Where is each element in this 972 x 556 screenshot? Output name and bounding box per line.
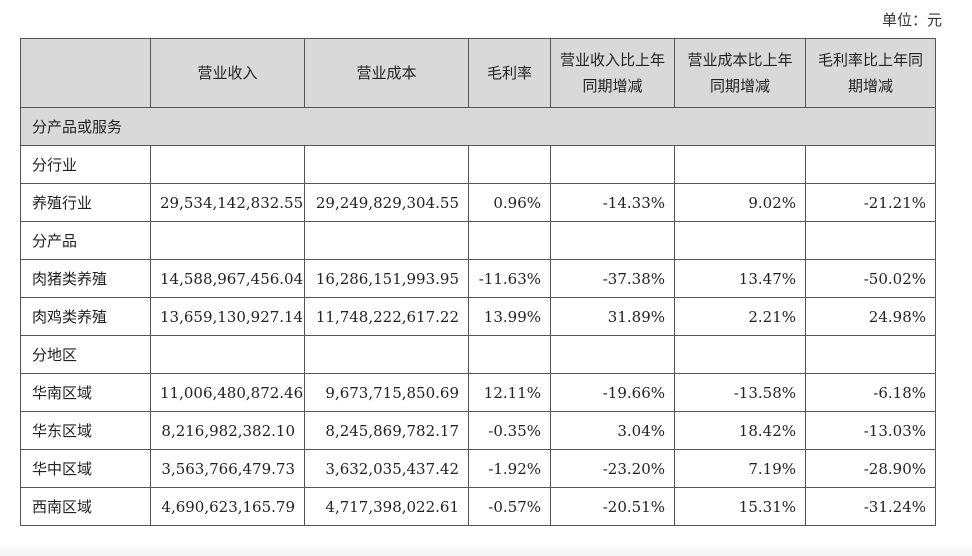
table-cell: [304, 145, 469, 184]
row-label: 分产品: [20, 221, 151, 260]
row-label: 华东区域: [20, 411, 151, 450]
table-cell: 18.42%: [674, 411, 806, 450]
financial-table: 营业收入 营业成本 毛利率 营业收入比上年同期增减 营业成本比上年同期增减 毛利…: [20, 38, 936, 526]
header-cost-yoy: 营业成本比上年同期增减: [674, 38, 806, 108]
table-cell: 13.47%: [674, 259, 806, 298]
table-cell: 8,216,982,382.10: [150, 411, 305, 450]
header-cost: 营业成本: [304, 38, 469, 108]
table-cell: [550, 221, 675, 260]
table-cell: 24.98%: [805, 297, 936, 336]
table-cell: -0.35%: [468, 411, 551, 450]
table-cell: [805, 221, 936, 260]
table-cell: -37.38%: [550, 259, 675, 298]
header-blank: [20, 38, 151, 108]
table-cell: 11,006,480,872.46: [150, 373, 305, 412]
table-cell: 11,748,222,617.22: [304, 297, 469, 336]
table-cell: 12.11%: [468, 373, 551, 412]
table-cell: -19.66%: [550, 373, 675, 412]
table-cell: -50.02%: [805, 259, 936, 298]
table-cell: 29,534,142,832.55: [150, 183, 305, 222]
row-label: 肉猪类养殖: [20, 259, 151, 298]
table-cell: [468, 145, 551, 184]
table-row: 肉猪类养殖 14,588,967,456.04 16,286,151,993.95-…: [20, 259, 936, 298]
row-label: 华南区域: [20, 373, 151, 412]
table-cell: 14,588,967,456.04: [150, 259, 305, 298]
table-cell: [304, 335, 469, 374]
table-cell: 3,632,035,437.42: [304, 449, 469, 488]
row-label: 分行业: [20, 145, 151, 184]
table-cell: 4,717,398,022.61: [304, 487, 469, 526]
table-cell: 16,286,151,993.95: [304, 259, 469, 298]
table-cell: [304, 221, 469, 260]
table-row: 华东区域 8,216,982,382.10 8,245,869,782.17 -0.3…: [20, 411, 936, 450]
table-cell: 4,690,623,165.79: [150, 487, 305, 526]
table-cell: [550, 335, 675, 374]
table-body: 分产品或服务 分行业 养殖行业 29,534,142,832.55 29,249,82…: [20, 107, 936, 526]
table-row: 养殖行业 29,534,142,832.55 29,249,829,304.55 0.…: [20, 183, 936, 222]
table-cell: -0.57%: [468, 487, 551, 526]
table-cell: 3.04%: [550, 411, 675, 450]
header-gross-margin: 毛利率: [468, 38, 551, 108]
table-row: 分行业: [20, 145, 936, 184]
header-revenue-yoy: 营业收入比上年同期增减: [550, 38, 675, 108]
table-cell: -1.92%: [468, 449, 551, 488]
table-cell: 15.31%: [674, 487, 806, 526]
table-row: 华南区域 11,006,480,872.46 9,673,715,850.69 12.…: [20, 373, 936, 412]
table-cell: [550, 145, 675, 184]
table-cell: [150, 221, 305, 260]
table-cell: 8,245,869,782.17: [304, 411, 469, 450]
table-row: 肉鸡类养殖 13,659,130,927.14 11,748,222,617.22 1…: [20, 297, 936, 336]
table-cell: -23.20%: [550, 449, 675, 488]
table-cell: -31.24%: [805, 487, 936, 526]
header-row: 营业收入 营业成本 毛利率 营业收入比上年同期增减 营业成本比上年同期增减 毛利…: [20, 38, 936, 108]
table-cell: [150, 145, 305, 184]
table-cell: 31.89%: [550, 297, 675, 336]
table-cell: [805, 145, 936, 184]
table-cell: [674, 145, 806, 184]
table-cell: -11.63%: [468, 259, 551, 298]
row-label: 分地区: [20, 335, 151, 374]
table-cell: [674, 335, 806, 374]
table-cell: -13.58%: [674, 373, 806, 412]
bottom-fade: [0, 542, 972, 556]
header-margin-yoy: 毛利率比上年同期增减: [805, 38, 936, 108]
table-cell: 0.96%: [468, 183, 551, 222]
section-title: 分产品或服务: [20, 107, 936, 146]
row-label: 肉鸡类养殖: [20, 297, 151, 336]
table-cell: -6.18%: [805, 373, 936, 412]
table-cell: -28.90%: [805, 449, 936, 488]
table-cell: 7.19%: [674, 449, 806, 488]
table-row: 华中区域 3,563,766,479.73 3,632,035,437.42 -1.9…: [20, 449, 936, 488]
table-row: 分产品: [20, 221, 936, 260]
table-cell: 3,563,766,479.73: [150, 449, 305, 488]
table-cell: 13.99%: [468, 297, 551, 336]
table-cell: [468, 335, 551, 374]
row-label: 华中区域: [20, 449, 151, 488]
section-row: 分产品或服务: [20, 107, 936, 146]
table-row: 分地区: [20, 335, 936, 374]
table-cell: 9,673,715,850.69: [304, 373, 469, 412]
row-label: 西南区域: [20, 487, 151, 526]
table-cell: [674, 221, 806, 260]
table-cell: 2.21%: [674, 297, 806, 336]
table-cell: -14.33%: [550, 183, 675, 222]
table-cell: -20.51%: [550, 487, 675, 526]
row-label: 养殖行业: [20, 183, 151, 222]
table-cell: 9.02%: [674, 183, 806, 222]
table-cell: 29,249,829,304.55: [304, 183, 469, 222]
table-row: 西南区域 4,690,623,165.79 4,717,398,022.61 -0.5…: [20, 487, 936, 526]
table-cell: [468, 221, 551, 260]
table-cell: [150, 335, 305, 374]
unit-label: 单位：元: [881, 11, 942, 29]
header-revenue: 营业收入: [150, 38, 305, 108]
table-cell: -13.03%: [805, 411, 936, 450]
table-cell: -21.21%: [805, 183, 936, 222]
table-cell: 13,659,130,927.14: [150, 297, 305, 336]
table-cell: [805, 335, 936, 374]
